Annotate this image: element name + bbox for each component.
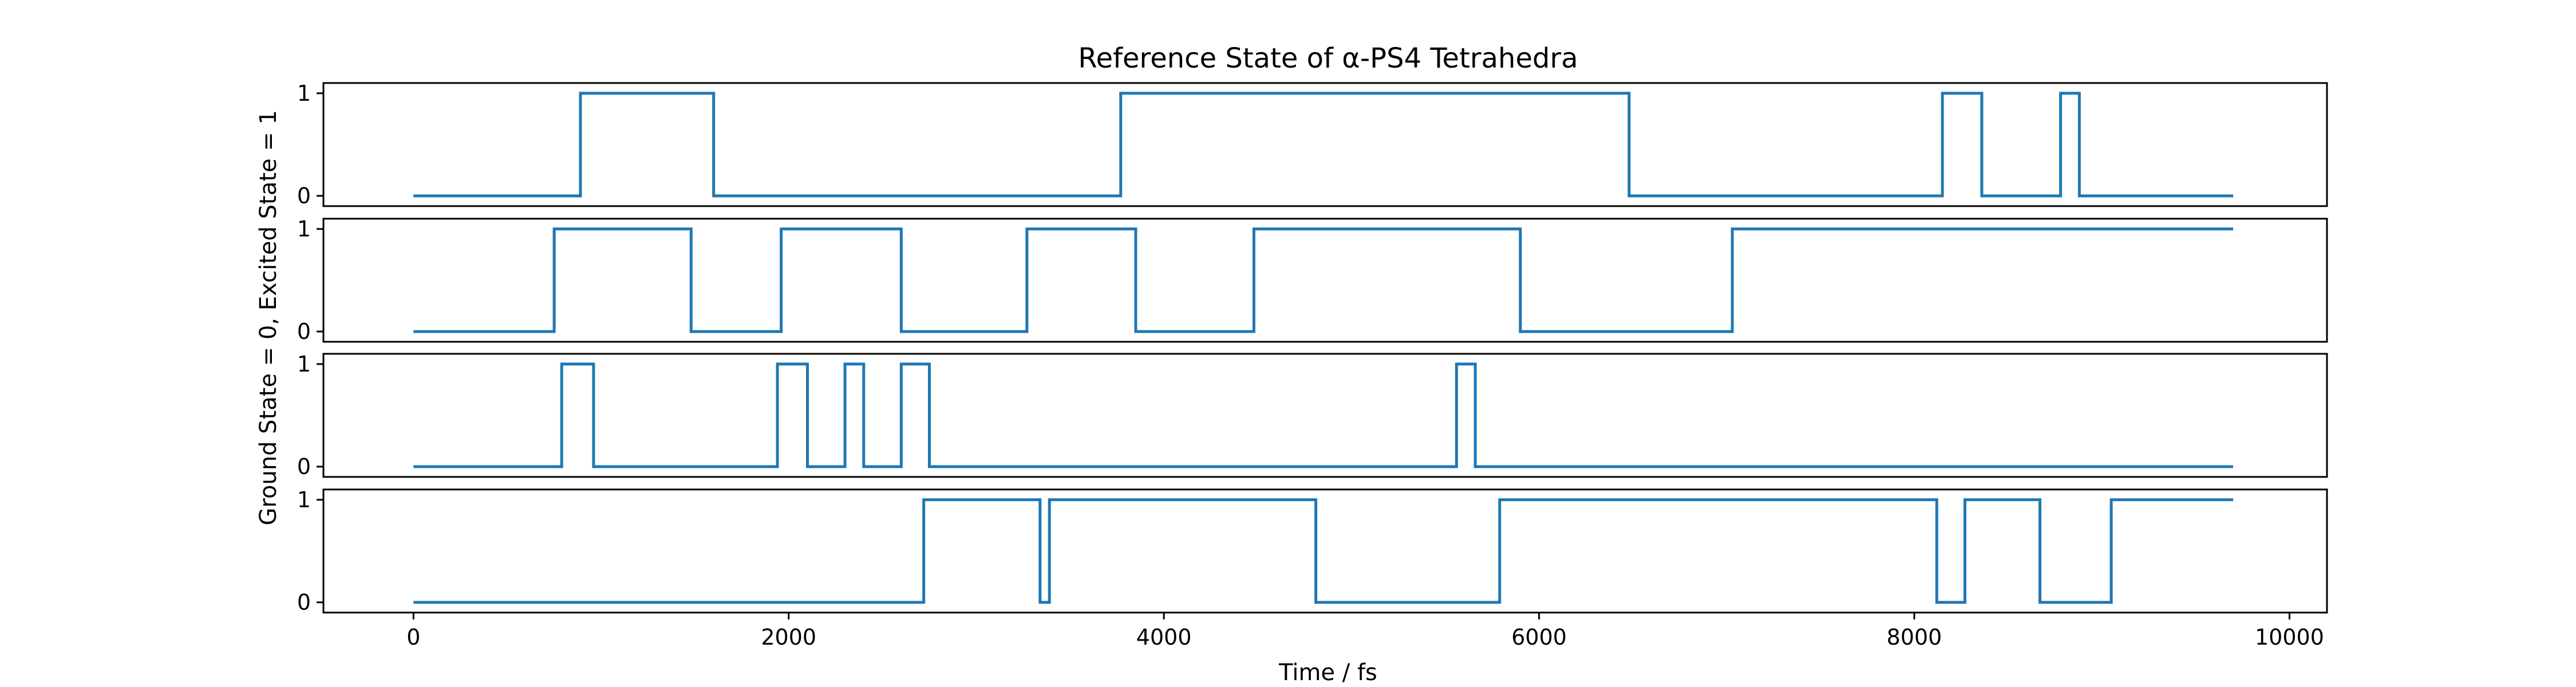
y-tick-label: 1 bbox=[297, 81, 311, 106]
panel-4-frame bbox=[322, 488, 2328, 614]
panel-2-frame bbox=[322, 218, 2328, 343]
y-tick-label: 0 bbox=[297, 319, 311, 344]
series-line-1 bbox=[413, 92, 2234, 198]
panel-4: 01 bbox=[297, 487, 2328, 615]
x-tick-label: 2000 bbox=[761, 625, 816, 650]
x-tick-label: 8000 bbox=[1887, 625, 1942, 650]
y-tick-label: 0 bbox=[297, 454, 311, 479]
x-axis-label: Time / fs bbox=[1278, 660, 1377, 686]
panel-1: 01 bbox=[297, 81, 2328, 208]
chart-title: Reference State of α-PS4 Tetrahedra bbox=[1078, 42, 1578, 74]
panel-2: 01 bbox=[297, 216, 2328, 344]
y-tick-label: 0 bbox=[297, 183, 311, 208]
series-line-2 bbox=[413, 227, 2234, 333]
panel-1-frame bbox=[322, 82, 2328, 207]
series-line-3 bbox=[413, 362, 2234, 468]
x-tick-label: 0 bbox=[406, 625, 420, 650]
x-tick-label: 10000 bbox=[2255, 625, 2324, 650]
x-axis: 0 2000 4000 6000 8000 10000 bbox=[406, 613, 2324, 650]
x-tick-label: 4000 bbox=[1136, 625, 1192, 650]
y-axis-label: Ground State = 0, Excited State = 1 bbox=[255, 110, 282, 526]
y-tick-label: 1 bbox=[297, 352, 311, 377]
y-tick-label: 1 bbox=[297, 216, 311, 242]
series-line-4 bbox=[413, 498, 2234, 604]
y-tick-label: 1 bbox=[297, 487, 311, 512]
panel-3-frame bbox=[322, 353, 2328, 478]
panel-3: 01 bbox=[297, 352, 2328, 479]
y-tick-label: 0 bbox=[297, 590, 311, 615]
x-tick-label: 6000 bbox=[1511, 625, 1567, 650]
